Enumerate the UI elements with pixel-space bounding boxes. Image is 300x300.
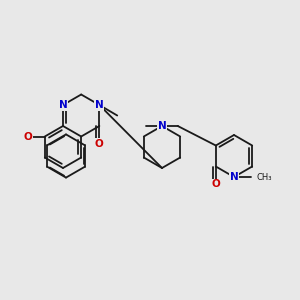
Text: O: O (95, 139, 104, 149)
Text: O: O (24, 131, 32, 142)
Text: O: O (212, 179, 220, 189)
Text: N: N (158, 121, 166, 131)
Text: N: N (95, 100, 104, 110)
Text: N: N (58, 100, 68, 110)
Text: CH₃: CH₃ (256, 172, 272, 182)
Text: N: N (230, 172, 238, 182)
